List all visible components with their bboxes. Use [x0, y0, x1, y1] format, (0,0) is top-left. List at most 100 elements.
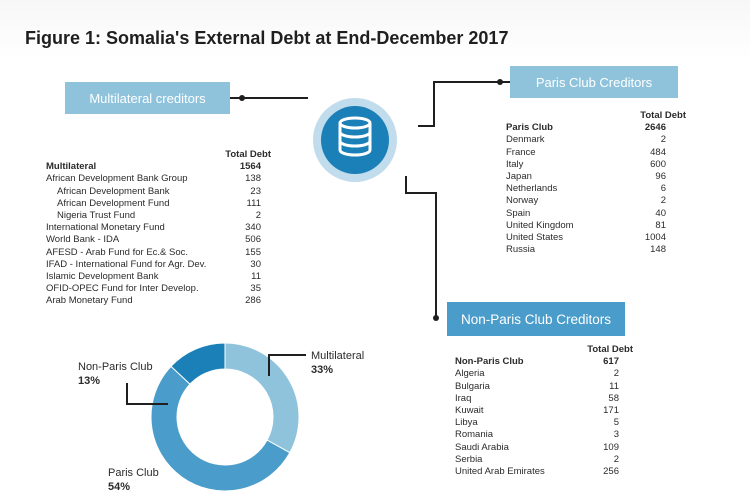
debt-donut-chart [150, 342, 300, 492]
row-name: Nigeria Trust Fund [57, 210, 136, 222]
row-name: African Development Bank [57, 185, 170, 197]
slice-pct: 54% [108, 481, 131, 493]
table-row: International Monetary Fund 340 [46, 222, 271, 234]
row-value: 155 [245, 246, 261, 258]
nonparis-banner: Non-Paris Club Creditors [447, 302, 625, 336]
row-value: 256 [603, 466, 619, 478]
row-name: Libya [455, 417, 478, 429]
row-name: African Development Bank Group [46, 173, 188, 185]
row-name: Russia [506, 244, 536, 256]
table-col-header: Total Debt [455, 344, 633, 356]
callout-line [126, 383, 128, 405]
row-name: Spain [506, 207, 531, 219]
row-name: Non-Paris Club [455, 356, 524, 368]
table-row: OFID-OPEC Fund for Inter Develop. 35 [46, 283, 271, 295]
table-row: Saudi Arabia 109 [455, 442, 633, 454]
label-paris: Paris Club 54% [108, 466, 159, 494]
table-col-header: Total Debt [46, 149, 271, 161]
row-value: 3 [613, 429, 619, 441]
slice-pct: 33% [311, 364, 334, 376]
table-row: Algeria 2 [455, 368, 633, 380]
row-value: 58 [608, 392, 619, 404]
col-header-label: Total Debt [225, 149, 271, 160]
callout-line [268, 354, 306, 356]
row-value: 2 [660, 134, 666, 146]
connector-line [435, 192, 437, 318]
table-row: Nigeria Trust Fund 2 [46, 210, 271, 222]
row-value: 2 [613, 453, 619, 465]
connector-line [230, 97, 308, 99]
row-value: 30 [250, 258, 261, 270]
row-name: Multilateral [46, 161, 97, 173]
nonparis-table: Total Debt Non-Paris Club 617 Algeria 2 Bu… [455, 344, 633, 478]
paris-table: Total Debt Paris Club 2646 Denmark 2 Franc… [506, 110, 686, 256]
callout-line [126, 403, 168, 405]
row-name: United Arab Emirates [455, 466, 545, 478]
col-header-label: Total Debt [640, 110, 686, 121]
slice-name: Non-Paris Club [78, 361, 153, 373]
table-row: Bulgaria 11 [455, 381, 633, 393]
table-row: Serbia 2 [455, 454, 633, 466]
connector-line [433, 81, 510, 83]
table-row: Denmark 2 [506, 134, 686, 146]
row-value: 81 [655, 219, 666, 231]
row-value: 96 [655, 171, 666, 183]
row-value: 11 [251, 271, 261, 283]
row-value: 506 [245, 234, 261, 246]
connector-dot [433, 315, 439, 321]
row-name: Saudi Arabia [455, 441, 509, 453]
row-name: Algeria [455, 368, 485, 380]
figure-title: Figure 1: Somalia's External Debt at End… [25, 28, 509, 48]
connector-line [418, 125, 435, 127]
connector-dot [239, 95, 245, 101]
table-row: Kuwait 171 [455, 405, 633, 417]
row-name: Kuwait [455, 405, 484, 417]
row-name: Islamic Development Bank [46, 271, 159, 283]
table-row: AFESD - Arab Fund for Ec.& Soc. 155 [46, 247, 271, 259]
table-row: Romania 3 [455, 429, 633, 441]
table-row: African Development Bank 23 [46, 186, 271, 198]
connector-dot [497, 79, 503, 85]
table-row: Norway 2 [506, 195, 686, 207]
table-row: African Development Fund 111 [46, 198, 271, 210]
row-value: 2 [660, 195, 666, 207]
table-row: Japan 96 [506, 171, 686, 183]
row-name: Norway [506, 195, 539, 207]
row-name: Arab Monetary Fund [46, 295, 133, 307]
row-name: Italy [506, 158, 524, 170]
row-value: 600 [650, 158, 666, 170]
row-value: 1564 [239, 161, 261, 173]
multilateral-table: Total Debt Multilateral 1564 African Dev… [46, 149, 271, 308]
table-row: Italy 600 [506, 159, 686, 171]
row-name: Netherlands [506, 183, 558, 195]
database-icon [313, 98, 397, 182]
table-row: African Development Bank Group 138 [46, 173, 271, 185]
table-row: Spain 40 [506, 208, 686, 220]
table-row: France 484 [506, 147, 686, 159]
label-multilateral: Multilateral 33% [311, 349, 364, 377]
row-name: Japan [506, 171, 532, 183]
row-value: 286 [245, 295, 261, 307]
row-value: 2 [613, 368, 619, 380]
connector-line [405, 192, 437, 194]
table-row: IFAD - International Fund for Agr. Dev. 3… [46, 259, 271, 271]
row-name: United States [506, 232, 564, 244]
row-name: Serbia [455, 453, 483, 465]
row-value: 1004 [644, 232, 666, 244]
row-name: Paris Club [506, 122, 553, 134]
donut-slice-paris-club [150, 365, 291, 492]
paris-banner: Paris Club Creditors [510, 66, 678, 98]
row-value: 35 [250, 283, 261, 295]
row-value: 138 [245, 173, 261, 185]
row-name: International Monetary Fund [46, 222, 165, 234]
connector-line [433, 81, 435, 127]
row-value: 109 [603, 441, 619, 453]
slice-name: Paris Club [108, 467, 159, 479]
row-name: Romania [455, 429, 494, 441]
multilateral-banner: Multilateral creditors [65, 82, 230, 114]
donut-slice-non-paris-club [170, 342, 226, 385]
table-row: United Kingdom 81 [506, 220, 686, 232]
row-value: 11 [609, 380, 619, 392]
slice-name: Multilateral [311, 350, 365, 362]
table-row: Iraq 58 [455, 393, 633, 405]
